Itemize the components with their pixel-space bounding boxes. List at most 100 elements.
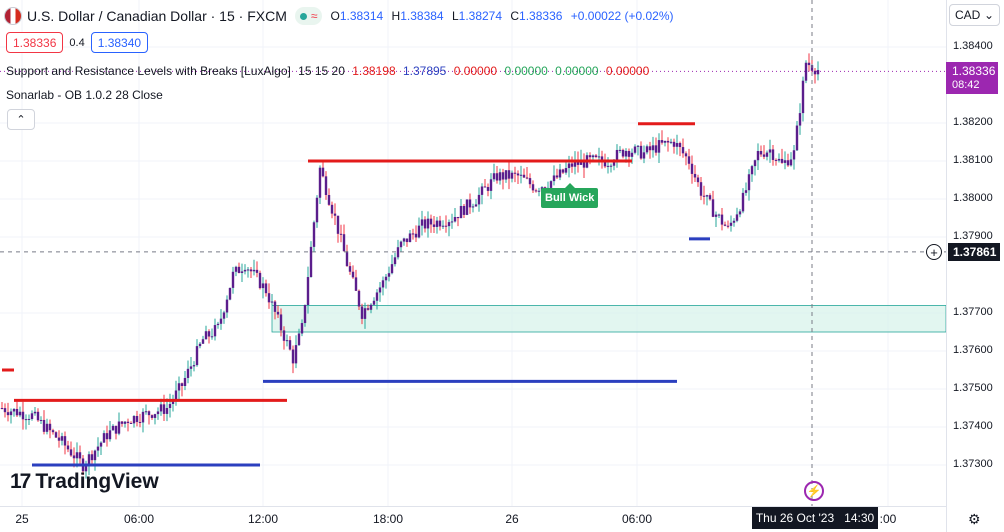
candle-body [342,234,346,252]
candle-body [492,173,496,180]
candle-body [783,160,787,163]
low-value: 1.38274 [458,9,503,23]
gear-icon[interactable]: ⚙ [968,511,981,527]
candle-body [39,419,43,421]
candle-body [60,436,64,441]
price-chart[interactable] [0,0,946,506]
market-status[interactable]: ≈ [294,7,323,25]
candle-body [27,418,31,420]
candle-body [720,214,724,225]
candle-body [321,167,325,177]
candle-body [558,169,562,178]
candle-body [477,194,481,205]
indicator-luxalgo[interactable]: Support and Resistance Levels with Break… [6,64,649,78]
candle-body [738,211,742,215]
candle-body [336,215,340,234]
candle-body [612,162,616,166]
candle-body [678,143,682,148]
candle-body [651,145,655,151]
candle-body [42,419,46,432]
candle-body [423,219,427,229]
candle-body [621,149,625,157]
candle-body [735,214,739,221]
candle-body [579,160,583,165]
candle-body [228,287,232,300]
buy-button[interactable]: 1.38340 [90,32,149,53]
candle-body [135,415,139,422]
candle-body [588,155,592,158]
time-tick: :00 [879,512,897,526]
price-tick: 1.37700 [953,306,993,318]
candle-body [489,179,493,191]
candle-body [480,186,484,195]
candle-body [126,421,130,423]
candle-body [624,150,628,157]
candle-body [555,175,559,178]
candle-body [432,224,436,227]
indicator-value: 1.37895 [402,64,447,78]
candle-body [171,400,175,404]
candle-body [498,172,502,181]
collapse-indicators-button[interactable]: ⌃ [7,109,35,130]
candle-body [732,220,736,223]
symbol-title[interactable]: U.S. Dollar / Canadian Dollar · 15 · FXC… [27,8,287,24]
candle-body [0,408,4,409]
candle-body [6,412,10,416]
candle-body [12,408,16,412]
candle-body [36,411,40,421]
candle-body [15,408,19,416]
candle-body [774,159,778,161]
candle-body [210,336,214,338]
candle-body [438,220,442,227]
candle-body [576,160,580,165]
tradingview-logo[interactable]: 17 TradingView [10,470,159,494]
sell-button[interactable]: 1.38336 [6,32,64,53]
candle-body [789,159,793,166]
candle-body [549,181,553,188]
candle-body [615,149,619,163]
order-block-rect [271,304,946,333]
candle-body [306,277,310,306]
candle-body [696,177,700,183]
last-price-value: 1.38336 [952,64,996,78]
candle-body [111,425,115,431]
candle-body [705,195,709,197]
candle-body [219,318,223,324]
currency-button[interactable]: CAD ⌄ [949,4,1000,26]
trade-buttons: 1.38336 0.4 1.38340 [6,32,149,53]
candle-body [66,445,70,450]
candle-body [141,411,145,423]
candle-body [204,331,208,340]
crosshair-price-label: 1.37861 [948,243,1000,261]
crosshair-date: Thu 26 Oct '23 [755,511,835,525]
candle-body [132,415,136,424]
candle-body [411,233,415,235]
candle-body [708,195,712,200]
candle-body [24,419,28,421]
candle-body [327,195,331,205]
candle-body [453,217,457,222]
candle-body [792,150,796,160]
candle-body [276,311,280,315]
candle-body [750,166,754,175]
indicator-sonarlab[interactable]: Sonarlab - OB 1.0.2 28 Close [6,88,163,102]
candle-body [570,163,574,167]
crosshair-time-label: Thu 26 Oct '23 14:30 [752,507,878,529]
candle-body [129,422,133,424]
candle-body [192,365,196,367]
candle-body [663,140,667,143]
candle-body [777,158,781,161]
close-value: 1.38336 [519,9,563,23]
candle-body [294,345,298,364]
candle-body [744,190,748,193]
candle-body [534,190,538,192]
candle-body [768,149,772,153]
candle-body [282,330,286,341]
lightning-icon[interactable]: ⚡ [804,481,824,501]
indicator-value: 0.00000 [504,64,548,78]
candle-body [504,170,508,180]
candle-body [402,238,406,242]
add-alert-plus-icon[interactable]: + [926,244,942,260]
candle-body [120,421,124,424]
candle-body [108,430,112,440]
